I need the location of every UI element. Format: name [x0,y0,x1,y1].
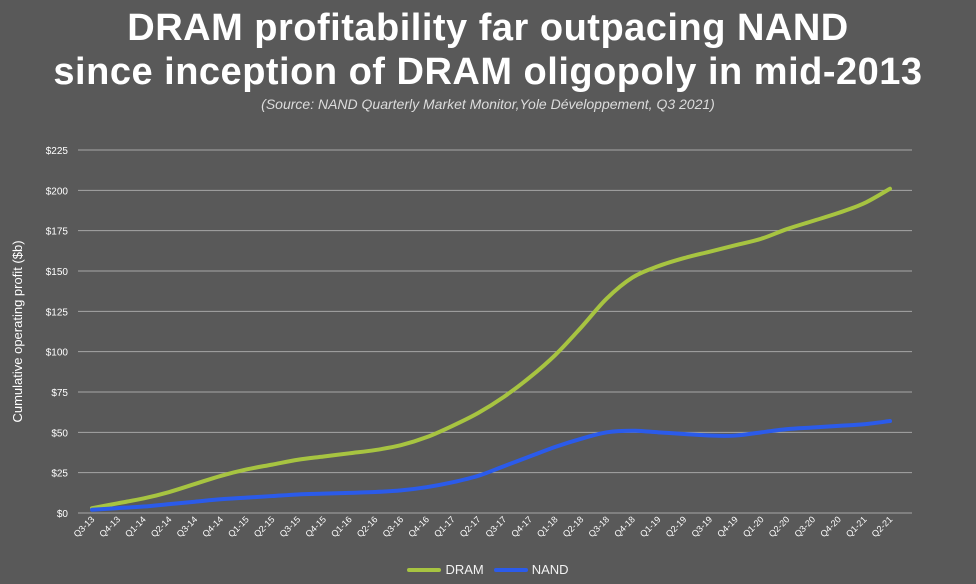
chart-title-line-2: since inception of DRAM oligopoly in mid… [53,51,923,93]
x-tick-label: Q4-20 [818,514,843,539]
x-tick-label: Q1-20 [741,514,766,539]
legend-label-dram: DRAM [445,562,484,577]
x-tick-label: Q3-20 [792,514,817,539]
x-tick-label: Q4-15 [303,514,328,539]
x-tick-label: Q3-18 [586,514,611,539]
x-tick-label: Q2-21 [870,514,895,539]
x-tick-label: Q4-18 [612,514,637,539]
chart-title: DRAM profitability far outpacing NAND si… [0,6,976,94]
legend-item-dram: DRAM [407,562,484,577]
x-tick-label: Q2-16 [355,514,380,539]
x-tick-label: Q2-17 [458,514,483,539]
x-tick-label: Q3-13 [72,514,97,539]
x-tick-label: Q3-15 [278,514,303,539]
y-tick-label: $75 [51,388,68,399]
x-tick-label: Q1-14 [123,514,148,539]
legend-label-nand: NAND [531,562,569,577]
x-tick-label: Q1-19 [638,514,663,539]
y-tick-label: $0 [57,509,69,520]
x-tick-label: Q1-21 [844,514,869,539]
x-tick-label: Q3-19 [689,514,714,539]
x-tick-label: Q3-14 [175,514,200,539]
x-tick-label: Q3-17 [484,514,509,539]
x-tick-label: Q3-16 [381,514,406,539]
series-line-dram [90,186,892,511]
chart-legend: DRAM NAND [0,562,976,577]
y-tick-label: $200 [46,186,69,197]
x-tick-label: Q1-18 [535,514,560,539]
x-tick-label: Q1-16 [329,514,354,539]
x-tick-label: Q2-20 [767,514,792,539]
y-tick-label: $225 [46,146,69,157]
series-line-nand [90,419,892,512]
x-tick-label: Q4-14 [200,514,225,539]
y-tick-label: $175 [46,227,69,238]
x-tick-label: Q2-14 [149,514,174,539]
x-tick-label: Q1-17 [432,514,457,539]
legend-swatch-nand [493,567,528,572]
y-tick-label: $150 [46,267,69,278]
y-axis-label: Cumulative operating profit ($b) [10,240,25,422]
chart-title-line-1: DRAM profitability far outpacing NAND [127,7,849,49]
x-tick-label: Q2-18 [561,514,586,539]
x-tick-label: Q4-16 [406,514,431,539]
x-tick-label: Q1-15 [226,514,251,539]
y-tick-label: $25 [51,469,68,480]
x-tick-label: Q2-15 [252,514,277,539]
x-tick-label: Q4-19 [715,514,740,539]
chart-subtitle: (Source: NAND Quarterly Market Monitor,Y… [261,96,715,112]
y-tick-label: $125 [46,307,69,318]
legend-swatch-dram [407,567,442,572]
x-tick-label: Q2-19 [664,514,689,539]
x-tick-label: Q4-13 [97,514,122,539]
y-tick-label: $50 [51,428,68,439]
y-tick-label: $100 [46,348,69,359]
x-tick-label: Q4-17 [509,514,534,539]
legend-item-nand: NAND [493,562,569,577]
